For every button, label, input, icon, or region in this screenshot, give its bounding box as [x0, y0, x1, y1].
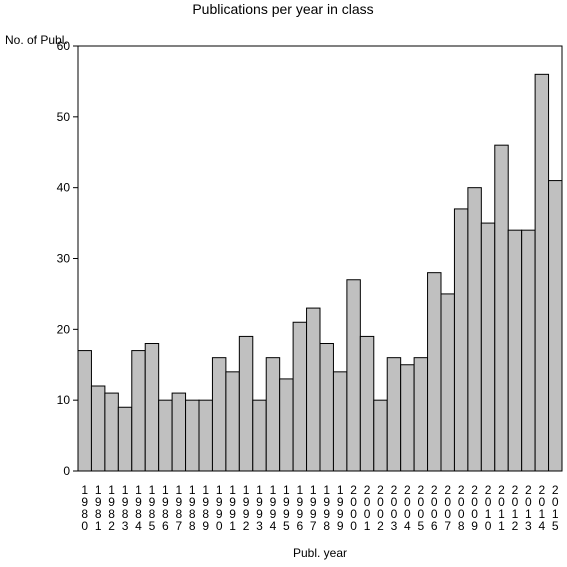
y-tick-label: 10: [57, 393, 71, 407]
bar-1994: [265, 357, 281, 472]
y-tick-label: 50: [57, 110, 71, 124]
bar-1993: [252, 399, 267, 472]
bar-2010: [480, 222, 496, 472]
bar-1991: [225, 371, 240, 472]
bar-1989: [198, 399, 213, 472]
bar-1995: [279, 378, 294, 472]
bar-2013: [521, 229, 536, 472]
bar-2005: [413, 357, 429, 472]
x-tick-labels: 1 9 8 0 1 9 8 1 1 9 8 2 1 9 8 3 1 9 8 4 1 9 8 5 1 9 8 6 1 9 8 7 1 9 8 8 1 9 8 9…: [81, 483, 559, 533]
y-tick-label: 40: [57, 181, 71, 195]
bar-2001: [359, 335, 375, 472]
bar-2014: [534, 73, 550, 472]
y-tick-label: 30: [57, 252, 71, 266]
bar-2004: [400, 364, 415, 472]
bar-1984: [131, 350, 146, 472]
y-axis-label: No. of Publ.: [5, 33, 68, 47]
bar-1997: [306, 307, 321, 472]
bar-1990: [211, 357, 227, 472]
bar-1986: [158, 399, 173, 472]
y-tick-label: 60: [57, 39, 71, 53]
bars: [77, 73, 563, 472]
chart-title: Publications per year in class: [192, 1, 373, 17]
bar-1988: [185, 399, 200, 472]
bar-2011: [494, 144, 509, 472]
bar-1985: [144, 343, 160, 472]
bar-2009: [467, 187, 482, 472]
y-axis: 0 10 20 30 40 50 60: [57, 39, 78, 478]
bar-2000: [346, 279, 361, 472]
bar-1980: [77, 350, 92, 472]
bar-2015: [548, 180, 563, 472]
bar-2007: [440, 293, 455, 472]
bar-1987: [171, 392, 187, 472]
bar-1982: [104, 392, 119, 472]
bar-2006: [427, 272, 442, 472]
y-tick-label: 20: [57, 322, 71, 336]
bar-1999: [332, 371, 348, 472]
bar-2008: [453, 208, 469, 472]
bar-1981: [90, 385, 106, 472]
plot-frame: [77, 45, 563, 472]
bar-2003: [386, 357, 402, 472]
bar-1996: [292, 321, 308, 472]
bar-2012: [507, 229, 523, 472]
x-axis-label: Publ. year: [293, 546, 347, 560]
bar-1983: [117, 406, 133, 472]
bar-1992: [238, 335, 254, 472]
bar-1998: [319, 343, 334, 472]
y-tick-label: 0: [63, 464, 70, 478]
bar-2002: [373, 399, 388, 472]
